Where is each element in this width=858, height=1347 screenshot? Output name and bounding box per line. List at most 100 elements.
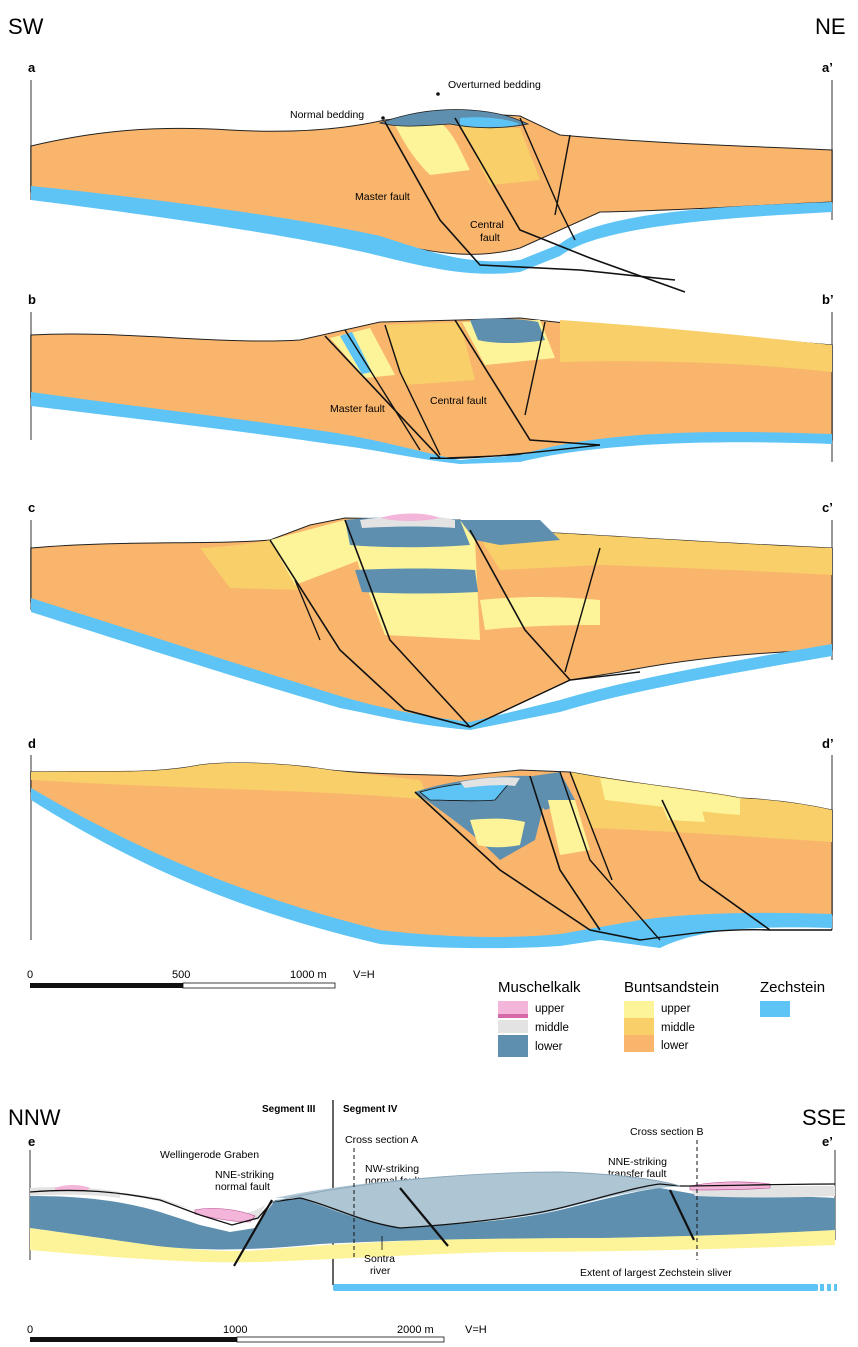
scale-lower-black [30,1337,237,1342]
zechstein-extent-dot-1 [820,1284,824,1291]
bunt-middle-d-left [31,762,430,800]
muschel-lower-c-band [355,568,478,594]
zechstein-extent-dot-2 [827,1284,831,1291]
fault-c-2 [294,579,321,641]
scale-upper-ratio: V=H [353,969,375,981]
scale-upper-1000: 1000 m [290,969,327,981]
bunt-upper-d-right2 [660,800,705,822]
nne-fault-label-1: NNE-striking [215,1169,274,1181]
central-fault-b-label: Central fault [430,395,487,407]
section-b-left-label: b [28,292,36,307]
zechstein-extent-bar [333,1284,818,1291]
scale-lower-0: 0 [27,1324,33,1336]
legend-bunt-middle-label: middle [661,1022,695,1034]
bunt-middle-b [385,322,475,385]
section-b: b b’ Master fault Central fault [28,292,834,464]
section-e-right-label: e’ [822,1134,833,1149]
nne-fault-label-2: normal fault [215,1181,270,1193]
normal-bedding-marker [381,116,385,120]
legend-muschelkalk-title: Muschelkalk [498,979,581,996]
muschel-middle-e-left2 [30,1187,120,1198]
scale-lower-ratio: V=H [465,1324,487,1336]
central-fault-b [454,319,601,446]
legend-bunt-lower-label: lower [661,1040,689,1052]
transfer-fault-label-1: NNE-striking [608,1156,667,1168]
legend-bunt-upper-swatch [624,1001,654,1018]
bunt-upper-a [395,122,470,175]
sontra-river-label-1: Sontra [364,1253,395,1265]
zechstein-extent-label: Extent of largest Zechstein sliver [580,1267,732,1279]
fault-c-4 [469,529,571,681]
scale-lower-1000: 1000 [223,1324,247,1336]
detachment-d [639,928,771,941]
central-fault-a-label-2: fault [480,232,500,244]
scale-lower-white [236,1336,445,1343]
cross-section-b-label: Cross section B [630,1126,704,1138]
bunt-upper-d-block [470,818,525,848]
section-d-left-label: d [28,736,36,751]
legend-muschel-upper-band [498,1014,528,1018]
scale-lower-2000: 2000 m [397,1324,434,1336]
overturned-bedding-label: Overturned bedding [448,79,541,91]
legend-bunt-middle-swatch [624,1018,654,1035]
fault-c-1 [269,539,471,728]
fault-d-4 [569,771,613,881]
section-d: d d’ [28,736,834,949]
section-e: NNW SSE e e’ Segment III Segment IV Cros… [8,1100,846,1343]
section-a-right-label: a’ [822,60,833,75]
fault-a-4 [554,134,571,216]
cross-section-a-label: Cross section A [345,1134,418,1146]
fault-d-1 [414,791,641,941]
fault-b-2 [344,329,421,451]
fault-b-5 [524,321,546,416]
master-fault-b [324,335,441,459]
section-b-right-label: b’ [822,292,834,307]
section-a: a a’ Normal bedding Overturned bedding M… [28,60,833,293]
scale-upper-white [182,982,336,989]
fault-d-2 [529,775,601,931]
ne-label: NE [815,14,846,39]
muschel-upper-e-left [194,1208,256,1223]
muschel-upper-c [380,513,440,521]
zechstein-extent-dot-3 [834,1284,837,1291]
legend-bunt-lower-swatch [624,1035,654,1052]
bunt-upper-c-left [270,520,360,585]
muschel-lower-c-right [460,520,560,545]
nne-normal-fault [233,1199,273,1267]
nnw-label: NNW [8,1105,61,1130]
muschel-middle-d [460,777,520,788]
nw-normal-fault [399,1187,449,1247]
sse-label: SSE [802,1105,846,1130]
surface-line-e [29,1183,836,1229]
normal-bedding-label: Normal bedding [290,109,364,121]
legend-muschel-middle-label: middle [535,1022,569,1034]
sw-label: SW [8,14,44,39]
muschel-lower-e [30,1188,835,1250]
central-fault-a [454,117,686,293]
detachment-b [429,444,601,460]
section-e-left-label: e [28,1134,35,1149]
master-fault-b-label: Master fault [330,403,385,415]
muschel-eroded-e [275,1172,680,1228]
muschel-lower-b [470,318,545,343]
upper-scale-bar: 0 500 1000 m V=H [27,969,375,989]
section-c-right-label: c’ [822,500,833,515]
legend-muschel-upper-swatch [498,1001,528,1014]
bunt-upper-c-right [480,597,600,630]
wellingerode-label: Wellingerode Graben [160,1149,259,1161]
bunt-middle-b-right [560,320,832,372]
legend-zechstein-swatch [760,1001,790,1017]
bunt-upper-e [30,1228,835,1263]
zechstein-b-sliver [340,332,372,374]
legend-bunt-upper-label: upper [661,1003,691,1015]
detachment-c [469,671,641,728]
segment-iii-label: Segment III [262,1104,316,1115]
section-d-right-label: d’ [822,736,834,751]
zechstein-a [31,186,832,274]
legend-muschel-lower-label: lower [535,1041,563,1053]
fault-d-5 [661,799,832,931]
scale-upper-black [30,983,183,988]
sontra-river-label-2: river [370,1265,391,1277]
transfer-fault [669,1189,695,1241]
